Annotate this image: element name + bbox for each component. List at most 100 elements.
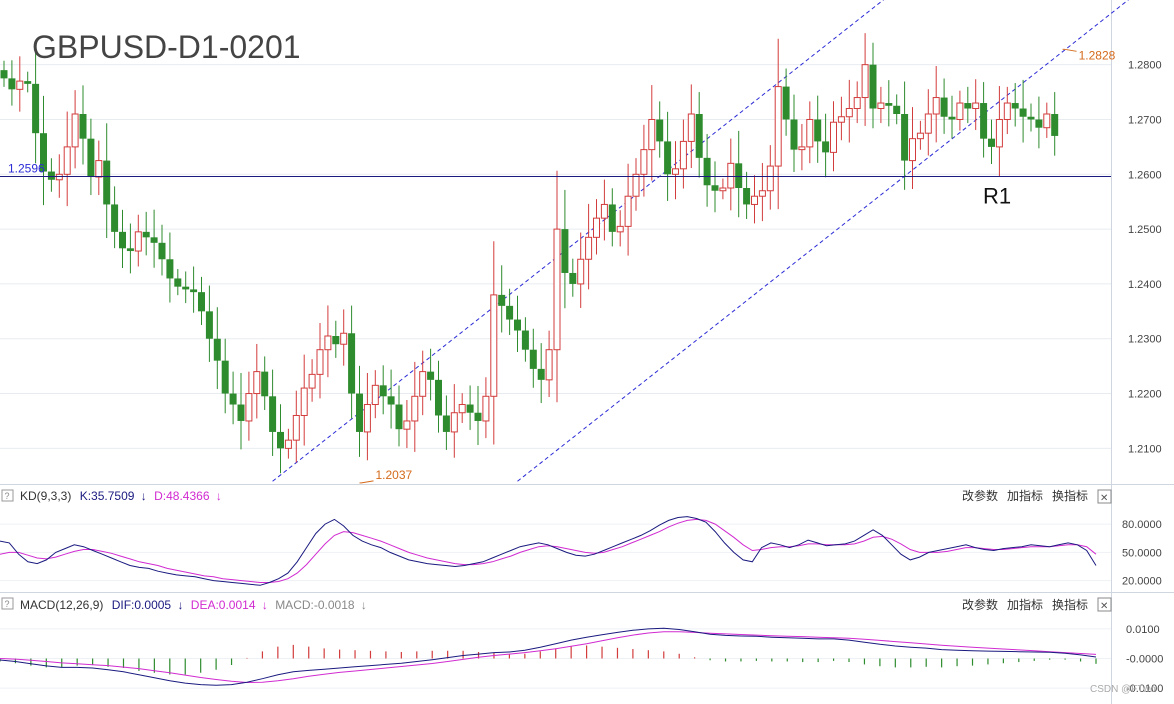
candle: [213, 307, 221, 390]
candle-body-up: [679, 140, 687, 170]
candle: [474, 386, 482, 446]
channel-lower-line: [517, 0, 1129, 482]
candle-body-down: [356, 393, 363, 432]
candle: [16, 56, 24, 112]
candle-body-down: [885, 103, 893, 106]
candle-body-down: [893, 105, 901, 114]
candle-body-down: [474, 412, 482, 421]
candle-body-up: [798, 146, 806, 151]
price-tick-label: 1.2400: [1128, 279, 1162, 291]
candle: [506, 288, 514, 335]
candle-body-down: [87, 138, 95, 178]
candle: [845, 79, 853, 143]
kd-tick-label: 80.0000: [1122, 519, 1162, 531]
candle: [703, 134, 711, 207]
kd-close-button[interactable]: [1097, 489, 1112, 504]
macd-tick-label: -0.0100: [1126, 683, 1163, 695]
candle-body-up: [63, 146, 71, 175]
candle: [600, 179, 608, 241]
candle-body-up: [593, 217, 600, 238]
candle: [229, 371, 237, 425]
candle-body-down: [158, 242, 166, 260]
candle-body-up: [55, 173, 63, 181]
macd-header: ? MACD(12,26,9) DIF:0.0005 ↓ DEA:0.0014 …: [1, 597, 1112, 612]
candle: [514, 295, 521, 352]
kd-d-line: [0, 518, 1097, 583]
candle: [988, 119, 995, 165]
candle: [798, 124, 806, 171]
candle: [498, 265, 506, 333]
candle: [814, 95, 822, 163]
macd-switch-indicator-button[interactable]: 换指标: [1052, 597, 1088, 612]
kd-params-button[interactable]: 改参数: [962, 488, 998, 503]
candle-body-up: [371, 384, 379, 406]
support-r1-label: R1: [983, 183, 1011, 208]
kd-help-icon[interactable]: [1, 489, 14, 502]
candle: [593, 199, 600, 255]
candle-body-up: [245, 393, 253, 422]
candle-body-down: [198, 292, 205, 312]
candle-body-down: [277, 431, 284, 449]
kd-switch-indicator-button[interactable]: 换指标: [1052, 488, 1088, 503]
candle-body-up: [972, 102, 980, 110]
candle-body-up: [924, 113, 932, 134]
candle-body-up: [830, 121, 837, 153]
kd-k-value: K:35.7509: [80, 489, 135, 503]
candle: [269, 369, 277, 456]
candle-body-down: [901, 114, 909, 161]
price-tick-label: 1.2700: [1128, 114, 1162, 126]
macd-close-button[interactable]: [1097, 597, 1112, 612]
candle-body-down: [703, 157, 711, 186]
candle: [395, 385, 403, 447]
candle: [719, 178, 727, 200]
candle: [387, 369, 395, 429]
candle: [616, 210, 624, 247]
candle-body-down: [980, 103, 988, 139]
macd-add-indicator-button[interactable]: 加指标: [1007, 597, 1043, 612]
candle: [371, 370, 379, 419]
candle-body-up: [648, 118, 656, 151]
candle: [632, 158, 640, 211]
candle-body-down: [119, 231, 126, 249]
candle: [8, 60, 16, 106]
candle-body-up: [490, 294, 498, 397]
candle-body-up: [845, 108, 853, 118]
candle-body-down: [237, 404, 245, 421]
svg-text:MACD(12,26,9) DIF:0.0005: MACD(12,26,9) DIF:0.0005 ↓ DEA:0.0014 ↓ …: [20, 598, 367, 612]
candle-body-up: [585, 236, 593, 260]
candle-body-down: [711, 185, 719, 191]
candle-body-up: [877, 102, 885, 110]
candle: [830, 101, 837, 172]
candle-body-down: [869, 64, 877, 109]
candle: [901, 81, 909, 190]
macd-dif-line: [0, 627, 1097, 686]
candle-body-down: [24, 81, 32, 84]
candle-body-down: [142, 231, 150, 238]
candle-body-up: [16, 80, 24, 90]
candle-body-up: [292, 414, 300, 441]
candle-body-down: [940, 97, 948, 117]
candle: [221, 338, 229, 414]
macd-params-button[interactable]: 改参数: [962, 597, 998, 612]
support-line-label: 1.2596: [8, 161, 45, 175]
candle-body-up: [1003, 102, 1011, 120]
candle-body-up: [419, 371, 427, 397]
candle: [63, 111, 71, 207]
macd-indicator-name: MACD(12,26,9): [20, 598, 103, 612]
candle-body-down: [814, 119, 822, 142]
candle: [419, 350, 427, 416]
candle: [877, 86, 885, 124]
candle: [822, 113, 830, 178]
kd-tick-label: 20.0000: [1122, 576, 1162, 588]
candle-body-down: [442, 415, 450, 432]
svg-text:KD(9,3,3) K:35.7509: KD(9,3,3) K:35.7509 ↓ D:48.4366 ↓: [20, 489, 222, 503]
candle-body-up: [727, 162, 735, 189]
macd-help-icon[interactable]: [1, 597, 14, 610]
candle: [909, 107, 916, 189]
candle: [1011, 83, 1019, 127]
candle-body-up: [758, 190, 766, 197]
candle-body-down: [608, 204, 616, 232]
kd-add-indicator-button[interactable]: 加指标: [1007, 488, 1043, 503]
candle: [608, 188, 616, 247]
candlesticks: [0, 33, 1059, 474]
